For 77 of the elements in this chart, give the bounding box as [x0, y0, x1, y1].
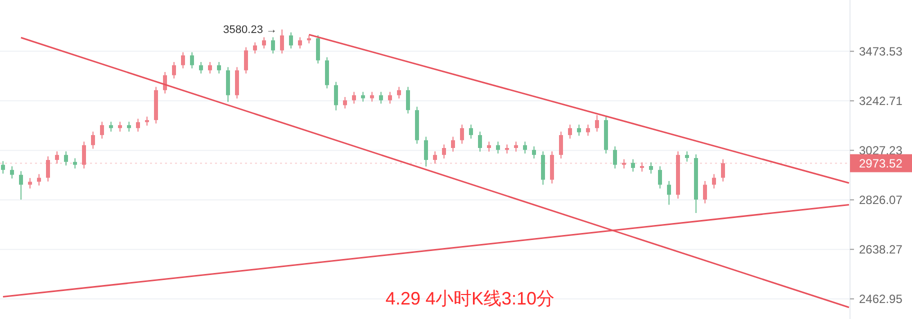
candlestick: [640, 162, 644, 172]
candlestick: [505, 144, 509, 154]
candlestick: [136, 118, 140, 132]
candlestick: [577, 124, 581, 136]
candlestick: [712, 174, 716, 189]
candlestick: [343, 96, 347, 110]
candlestick: [685, 150, 689, 162]
candlestick: [469, 124, 473, 140]
y-tick-label: 2826.07: [859, 193, 903, 208]
candlestick: [433, 150, 437, 164]
candlestick: [10, 166, 14, 180]
y-tick-label: 3473.53: [859, 44, 903, 58]
candlestick: [91, 131, 95, 150]
candlestick: [514, 141, 518, 152]
candlestick: [217, 62, 221, 74]
candlestick: [487, 141, 491, 152]
y-tick-label: 2638.27: [859, 242, 903, 257]
candlestick: [631, 158, 635, 172]
candlestick: [451, 136, 455, 152]
candlestick: [352, 91, 356, 104]
candlestick: [622, 158, 626, 169]
candlestick: [586, 124, 590, 136]
candlestick: [406, 86, 410, 114]
candlestick: [118, 121, 122, 132]
candlestick: [397, 86, 401, 100]
candlestick: [649, 162, 653, 174]
candlestick: [55, 150, 59, 164]
candlestick: [109, 121, 113, 132]
candlestick: [496, 141, 500, 154]
candlestick: [163, 72, 167, 94]
candlestick: [73, 158, 77, 169]
ref-line-label: 2973.52: [859, 156, 903, 170]
candlestick: [424, 136, 428, 167]
candlestick: [262, 36, 266, 50]
candlestick: [199, 62, 203, 74]
candlestick: [172, 62, 176, 79]
y-tick-label: 3027.23: [859, 144, 903, 158]
candlestick: [28, 178, 32, 189]
candlestick: [559, 131, 563, 160]
candlestick: [388, 91, 392, 104]
text: 4.29 4小时K线3:10分: [385, 288, 555, 308]
candlestick: [46, 156, 50, 182]
candlestick: [100, 121, 104, 140]
candlestick: [613, 146, 617, 169]
annotation: 3580.23 →: [223, 24, 277, 36]
candlestick: [460, 124, 464, 144]
candlestick: [289, 32, 293, 50]
candlestick: [271, 36, 275, 54]
candlestick: [442, 144, 446, 160]
candlestick: [361, 91, 365, 102]
candlestick: [244, 46, 248, 74]
candlestick: [370, 91, 374, 102]
candlestick: [379, 91, 383, 104]
candlestick: [208, 62, 212, 74]
candlestick: [478, 131, 482, 152]
candlestick: [253, 42, 257, 54]
candlestick: [64, 150, 68, 166]
candlestick: [280, 29, 284, 54]
candlestick: [667, 180, 671, 206]
candlestick: [334, 81, 338, 111]
candlestick: [298, 36, 302, 50]
candlestick: [127, 121, 131, 132]
candlestick: [82, 141, 86, 169]
candlestick: [190, 52, 194, 69]
candlestick: [568, 124, 572, 140]
candlestick: [19, 170, 23, 200]
y-tick-label: 2462.95: [859, 292, 903, 306]
candlestick: [721, 158, 725, 182]
y-tick-label: 3242.71: [859, 94, 903, 108]
candlestick: [1, 160, 5, 174]
candlestick: [316, 34, 320, 64]
candlestick: [532, 146, 536, 160]
candlestick: [658, 166, 662, 189]
candlestick: [181, 52, 185, 69]
candlestick: [523, 141, 527, 154]
candlestick: [703, 180, 707, 204]
candlestick: [595, 114, 599, 132]
